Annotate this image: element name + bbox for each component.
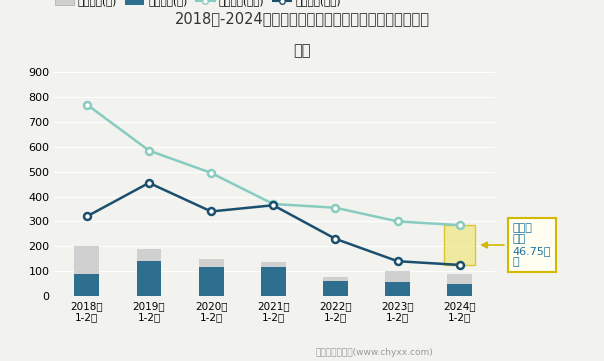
- Bar: [74, 246, 99, 296]
- Bar: [385, 271, 410, 296]
- Bar: [199, 259, 223, 296]
- Bar: [448, 274, 472, 296]
- Text: 2018年-2024年黑龙江省全部用地土地供应与成交情况统: 2018年-2024年黑龙江省全部用地土地供应与成交情况统: [175, 11, 429, 26]
- Bar: [323, 281, 348, 296]
- Bar: [74, 274, 99, 296]
- Bar: [323, 277, 348, 296]
- Bar: [261, 268, 286, 296]
- Bar: [385, 282, 410, 296]
- Text: 计图: 计图: [294, 43, 310, 58]
- Bar: [448, 284, 472, 296]
- Legend: 出让宗数(宗), 成交宗数(宗), 出让面积(万㎡), 成交面积(万㎡): 出让宗数(宗), 成交宗数(宗), 出让面积(万㎡), 成交面积(万㎡): [51, 0, 345, 11]
- Bar: [137, 261, 161, 296]
- Text: 未成交
面积
46.75万
㎡: 未成交 面积 46.75万 ㎡: [482, 223, 551, 268]
- Text: 制图：智研咨询(www.chyxx.com): 制图：智研咨询(www.chyxx.com): [316, 348, 433, 357]
- Bar: [137, 249, 161, 296]
- Bar: [261, 262, 286, 296]
- Bar: [199, 268, 223, 296]
- Polygon shape: [444, 225, 475, 265]
